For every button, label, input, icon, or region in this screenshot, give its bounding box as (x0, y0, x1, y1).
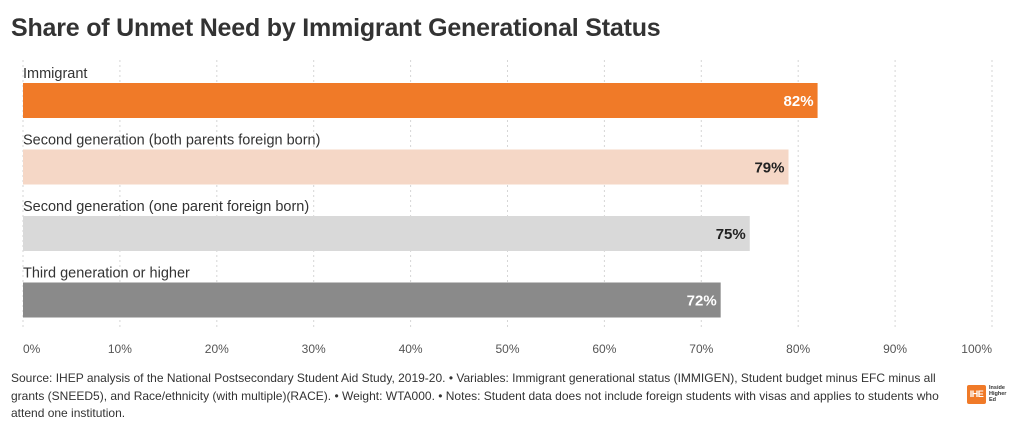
bar-2 (23, 149, 789, 185)
bar-4 (23, 282, 721, 318)
bar-value-label: 82% (784, 93, 814, 110)
x-tick-label: 40% (399, 342, 423, 356)
bar-value-label: 79% (754, 160, 784, 177)
bar-3 (23, 216, 750, 251)
logo-text: Inside Higher Ed (989, 385, 1006, 403)
logo-line-2: Higher (989, 391, 1007, 397)
inside-higher-ed-logo: IHE Inside Higher Ed (967, 383, 1011, 405)
x-tick-label: 30% (302, 342, 326, 356)
x-tick-label: 80% (786, 342, 810, 356)
logo-line-3: Ed (989, 397, 997, 403)
category-label: Second generation (both parents foreign … (23, 133, 320, 149)
logo-mark: IHE (967, 384, 986, 404)
x-tick-label: 90% (883, 342, 907, 356)
x-tick-label: 60% (592, 342, 616, 356)
category-label: Second generation (one parent foreign bo… (23, 199, 309, 215)
x-tick-label: 10% (108, 342, 132, 356)
category-label: Immigrant (23, 66, 87, 82)
x-tick-label: 70% (689, 342, 713, 356)
bar-value-label: 75% (716, 226, 746, 243)
bar-chart: 0% 10% 20% 30% 40% 50% 60% 70% 80% 90% 100% Immigra… (22, 60, 993, 356)
chart-title: Share of Unmet Need by Immigrant Generat… (11, 14, 661, 42)
x-tick-label: 0% (23, 342, 41, 356)
x-tick-label: 20% (205, 342, 229, 356)
x-tick-label: 100% (961, 342, 992, 356)
category-label: Third generation or higher (23, 266, 190, 282)
logo-line-1: Inside (989, 385, 1005, 391)
bar-1 (23, 83, 818, 118)
x-tick-label: 50% (495, 342, 519, 356)
source-note: Source: IHEP analysis of the National Po… (11, 371, 939, 420)
bar-value-label: 72% (687, 293, 717, 310)
